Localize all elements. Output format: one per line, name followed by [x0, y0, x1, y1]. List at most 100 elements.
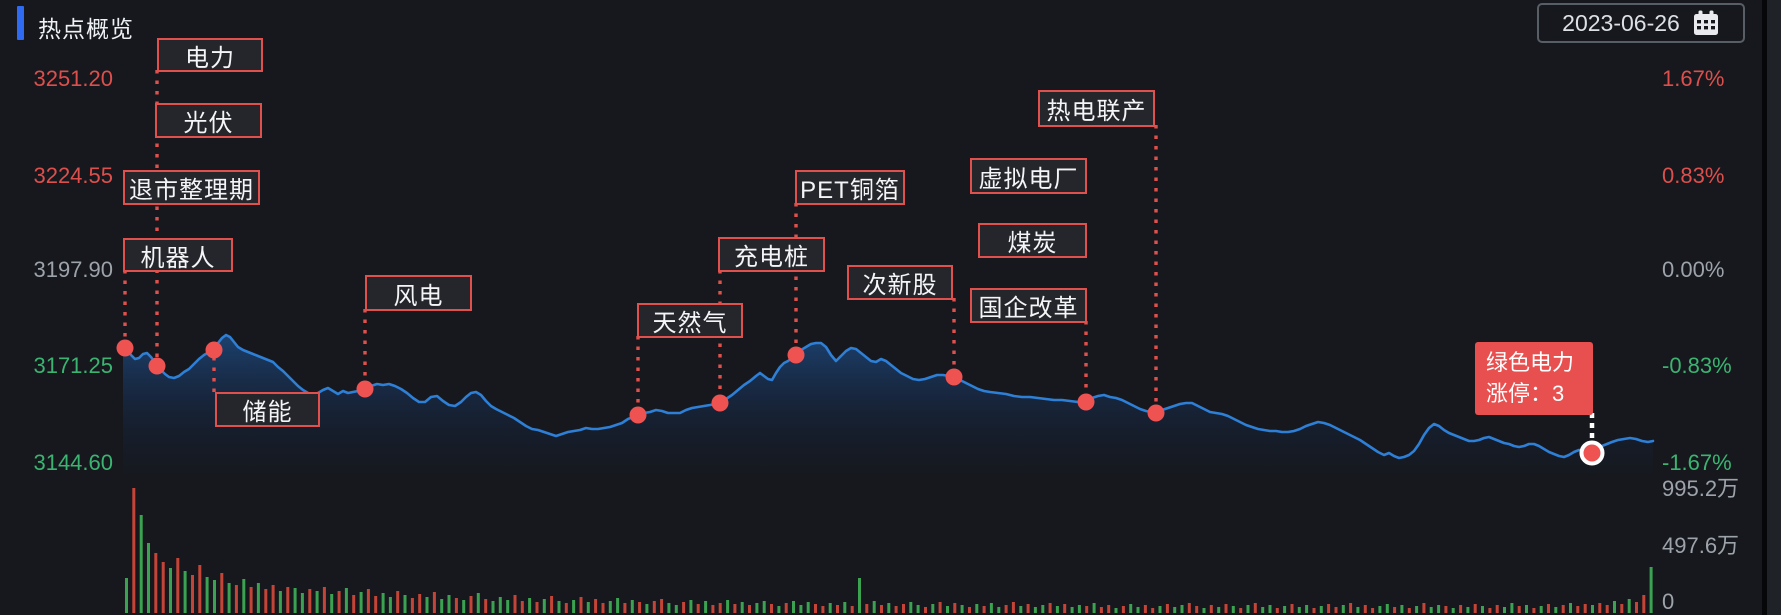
limit-up-callout[interactable]: 绿色电力 涨停：3	[1475, 342, 1593, 415]
volume-bar	[425, 597, 429, 613]
hot-topic-label[interactable]: 次新股	[847, 265, 953, 300]
volume-bar	[968, 607, 971, 613]
volume-bar	[388, 597, 392, 613]
volume-bar	[1561, 605, 1565, 613]
volume-bar	[491, 601, 495, 613]
volume-bar	[1209, 605, 1213, 613]
volume-bar	[1481, 606, 1484, 613]
volume-bar	[1437, 605, 1441, 613]
volume-bar	[755, 603, 759, 613]
hot-topic-label[interactable]: 电力	[157, 38, 263, 72]
hot-topic-label[interactable]: 国企改革	[970, 288, 1087, 323]
hot-topic-label[interactable]: PET铜箔	[795, 170, 905, 205]
hot-topic-label[interactable]: 充电桩	[718, 237, 825, 272]
volume-bar	[1591, 605, 1594, 613]
volume-bar	[777, 606, 781, 613]
volume-bar	[1576, 606, 1580, 613]
volume-bar	[938, 602, 942, 613]
volume-bar	[542, 599, 546, 613]
volume-bar	[1143, 605, 1147, 613]
topic-dot	[205, 341, 223, 359]
topic-dot	[116, 339, 134, 357]
volume-bar	[476, 593, 480, 613]
topic-dot	[356, 380, 374, 398]
volume-bar	[205, 577, 209, 613]
title-accent-bar	[17, 6, 24, 40]
volume-bar	[696, 604, 700, 613]
hot-topic-label[interactable]: 机器人	[123, 238, 233, 272]
volume-bar	[1356, 607, 1360, 613]
volume-bar	[880, 605, 883, 613]
volume-bar	[1415, 606, 1419, 613]
volume-bar	[293, 588, 297, 613]
volume-axis-label: 0	[1662, 589, 1675, 614]
volume-bar	[1187, 603, 1191, 613]
volume-bar	[139, 515, 143, 613]
topic-dot	[1077, 393, 1095, 411]
volume-bar	[1297, 607, 1301, 613]
volume-bar	[601, 603, 605, 613]
volume-bar	[271, 585, 275, 613]
volume-bar	[1363, 605, 1367, 613]
volume-bar	[1114, 608, 1118, 613]
volume-bar	[1503, 607, 1506, 613]
hot-topic-label[interactable]: 退市整理期	[123, 170, 260, 205]
volume-bar	[418, 594, 422, 613]
volume-bar	[256, 583, 260, 613]
volume-bar	[1620, 604, 1624, 613]
volume-bar	[169, 568, 172, 613]
volume-bar	[1107, 605, 1111, 613]
hot-topic-label[interactable]: 风电	[365, 275, 472, 311]
volume-bar	[1033, 607, 1037, 613]
volume-bar	[667, 603, 671, 613]
volume-bar	[1510, 603, 1514, 613]
volume-bar	[227, 583, 231, 613]
volume-bar	[1532, 608, 1536, 613]
volume-bar	[1459, 605, 1463, 613]
volume-bar	[1239, 608, 1243, 613]
date-picker[interactable]: 2023-06-26	[1537, 3, 1745, 43]
volume-bar	[704, 601, 708, 613]
hot-topic-label[interactable]: 虚拟电厂	[970, 158, 1087, 194]
volume-bar	[198, 565, 202, 613]
hot-topic-label[interactable]: 储能	[215, 392, 320, 427]
percent-axis-label: -1.67%	[1662, 450, 1732, 475]
volume-bar	[264, 589, 268, 613]
volume-bar	[616, 598, 620, 613]
volume-bar	[220, 573, 224, 613]
volume-bar	[1253, 603, 1257, 613]
price-axis-label: 3144.60	[33, 450, 113, 475]
volume-bar	[792, 601, 795, 613]
volume-bar	[300, 593, 304, 613]
volume-bar	[484, 599, 488, 613]
volume-bar	[1283, 606, 1287, 613]
volume-bar	[594, 599, 598, 613]
hot-topic-label[interactable]: 煤炭	[978, 223, 1087, 258]
volume-bar	[1488, 608, 1492, 613]
hot-topic-label[interactable]: 光伏	[155, 103, 262, 138]
volume-bar	[322, 587, 326, 613]
hot-topic-label[interactable]: 热电联产	[1038, 90, 1155, 127]
volume-bar	[1349, 603, 1353, 613]
volume-bar	[374, 596, 378, 613]
volume-bar	[506, 600, 510, 613]
volume-bar	[1063, 604, 1067, 613]
index-area-fill	[123, 335, 1653, 480]
volume-bar	[1048, 603, 1052, 613]
volume-bar	[586, 602, 590, 613]
calendar-icon	[1692, 9, 1720, 37]
volume-bar	[564, 603, 568, 613]
volume-bar	[1195, 606, 1199, 613]
date-picker-value: 2023-06-26	[1562, 9, 1680, 36]
volume-bar	[1385, 604, 1389, 613]
hot-topic-label[interactable]: 天然气	[637, 303, 743, 338]
volume-bar	[1224, 604, 1228, 613]
volume-bar	[1011, 602, 1015, 613]
volume-bar	[447, 595, 451, 613]
topic-dot	[148, 357, 166, 375]
volume-bar	[1019, 606, 1023, 613]
volume-bar	[1026, 604, 1030, 613]
volume-bar	[1539, 606, 1543, 613]
volume-bar	[689, 600, 693, 613]
